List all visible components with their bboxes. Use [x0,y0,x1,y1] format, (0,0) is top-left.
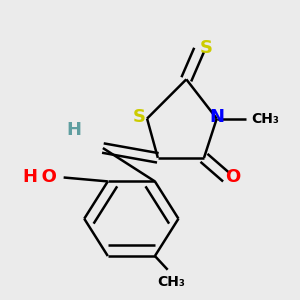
Text: CH₃: CH₃ [251,112,279,126]
Text: S: S [200,39,213,57]
Text: N: N [209,108,224,126]
Text: H: H [66,122,81,140]
Text: S: S [133,108,146,126]
Text: O: O [225,169,241,187]
Text: H O: H O [23,169,57,187]
Text: CH₃: CH₃ [157,275,185,289]
